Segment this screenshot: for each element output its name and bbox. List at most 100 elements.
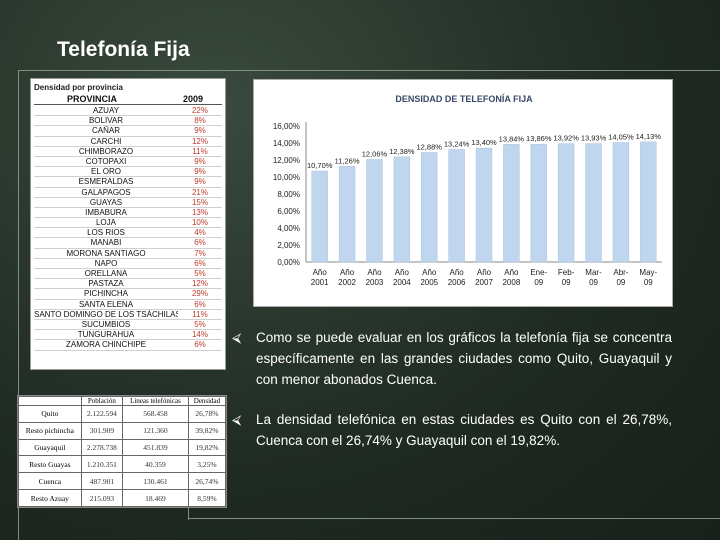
province-density: 6% <box>194 299 206 309</box>
province-row: GUAYAS 15% <box>34 198 222 208</box>
province-name: CARCHI <box>90 136 122 146</box>
province-name: NAPO <box>94 258 118 268</box>
check-arrow-icon: ⮘ <box>232 412 242 427</box>
province-name: BOLIVAR <box>88 116 124 126</box>
province-row: CHIMBORAZO 11% <box>34 147 222 157</box>
bar-value-label: 10,70% <box>307 161 333 170</box>
province-density: 9% <box>194 156 206 166</box>
province-density: 10% <box>191 218 208 228</box>
city-name-cell: Guayaquil <box>18 438 82 457</box>
frame-line-left <box>18 70 19 540</box>
x-tick-label: 2005 <box>420 278 438 287</box>
city-table-row: Resto Azuay 215.093 18.469 8,59% <box>18 489 227 507</box>
telephony-density-chart: DENSIDAD DE TELEFONÍA FIJA 0,00% 2,00% 4,00… <box>253 79 673 307</box>
province-row: MANABI 6% <box>34 238 222 249</box>
city-value-cell: 215.093 <box>80 489 124 507</box>
bar-value-label: 13,86% <box>526 134 552 143</box>
city-value-cell: 121.360 <box>122 421 189 440</box>
province-density: 8% <box>194 116 206 126</box>
bar <box>448 149 465 263</box>
province-row: ZAMORA CHINCHIPE 6% <box>34 340 222 351</box>
bar <box>503 144 520 263</box>
check-arrow-icon: ⮘ <box>232 330 242 345</box>
province-density: 5% <box>194 269 206 278</box>
province-name: PICHINCHA <box>83 289 128 299</box>
province-row: AZUAY 22% <box>34 106 222 117</box>
x-tick-label: May- <box>639 268 657 277</box>
province-column-header: PROVINCIA <box>67 94 118 104</box>
province-density: 5% <box>194 319 206 329</box>
city-value-cell: 130.461 <box>122 472 189 491</box>
city-value-cell: 39,82% <box>187 421 227 440</box>
x-tick-label: 09 <box>589 278 598 287</box>
city-value-cell: 40.359 <box>122 455 189 474</box>
bar <box>366 159 383 263</box>
bar-value-label: 11,26% <box>335 156 360 165</box>
city-table-header-row: Población Lineas telefónicas Densidad <box>18 396 227 406</box>
x-tick-label: Feb- <box>558 268 575 277</box>
province-name: LOS RIOS <box>87 228 125 238</box>
header-divider <box>34 104 222 105</box>
province-row: NAPO 6% <box>34 259 222 269</box>
province-density: 11% <box>192 146 208 156</box>
province-name: AZUAY <box>92 106 120 115</box>
province-density: 21% <box>191 187 208 197</box>
province-density: 14% <box>191 330 208 340</box>
x-tick-label: 09 <box>562 278 571 287</box>
slide-title: Telefonía Fija <box>57 38 190 61</box>
bar <box>585 143 602 263</box>
bar-value-label: 12,06% <box>362 149 388 158</box>
province-density: 12% <box>191 136 208 146</box>
city-table-row: Guayaquil 2.278.738 451.839 19,82% <box>18 438 227 457</box>
province-name: CAÑAR <box>91 126 120 136</box>
bar-value-label: 12,38% <box>389 147 415 156</box>
x-tick-label: Año <box>395 268 410 277</box>
y-tick-label: 2,00% <box>277 241 300 250</box>
province-name: COTOPAXI <box>85 156 127 166</box>
province-row: PICHINCHA 29% <box>34 289 222 300</box>
province-name: PASTAZA <box>88 279 124 289</box>
city-density-table: Población Lineas telefónicas Densidad Quit… <box>17 395 227 508</box>
city-table-row: Resto pichincha 301.909 121.360 39,82% <box>18 421 227 440</box>
x-tick-label: Año <box>367 268 382 277</box>
city-name-cell: Resto pichincha <box>18 421 82 440</box>
province-row: TUNGURAHUA 14% <box>34 330 222 341</box>
city-name-cell: Quito <box>18 405 82 423</box>
province-density: 4% <box>194 228 206 238</box>
province-density: 22% <box>191 106 208 115</box>
province-density: 29% <box>191 289 208 299</box>
province-density: 6% <box>194 340 206 350</box>
x-tick-label: Año <box>422 268 437 277</box>
province-row: LOS RIOS 4% <box>34 228 222 239</box>
city-name-cell: Cuenca <box>18 472 82 491</box>
province-row: PASTAZA 12% <box>34 279 222 290</box>
city-value-cell: 487.901 <box>80 472 124 491</box>
x-tick-label: 2008 <box>502 278 520 287</box>
chart-title: DENSIDAD DE TELEFONÍA FIJA <box>395 94 533 104</box>
province-row: CAÑAR 9% <box>34 126 222 137</box>
city-name-cell: Resto Guayas <box>18 455 82 474</box>
province-name: ESMERALDAS <box>78 177 134 187</box>
bullet-2: ⮘ La densidad telefónica en estas ciudad… <box>232 409 672 451</box>
province-density-table: Densidad por provincia PROVINCIA 2009 AZ… <box>30 78 226 370</box>
y-tick-label: 12,00% <box>273 156 300 165</box>
city-table-row: Resto Guayas 1.210.351 40.359 3,25% <box>18 455 227 474</box>
city-table-header-cell: Densidad <box>187 396 227 406</box>
province-row: SUCUMBIOS 5% <box>34 319 222 331</box>
province-row: SANTO DOMINGO DE LOS TSÁCHILAS 11% <box>34 310 222 320</box>
y-tick-label: 8,00% <box>277 190 300 199</box>
province-name: TUNGURAHUA <box>77 330 135 340</box>
x-tick-label: 2004 <box>393 278 411 287</box>
city-value-cell: 8,59% <box>187 489 227 507</box>
province-density: 15% <box>191 197 208 207</box>
province-row: EL ORO 9% <box>34 167 222 178</box>
x-tick-label: 2006 <box>448 278 466 287</box>
y-tick-label: 0,00% <box>277 258 300 267</box>
province-row: ESMERALDAS 9% <box>34 177 222 188</box>
bar <box>393 156 411 263</box>
city-value-cell: 1.210.351 <box>80 455 124 474</box>
province-name: GUAYAS <box>89 197 123 207</box>
province-row: ORELLANA 5% <box>34 269 222 280</box>
province-name: CHIMBORAZO <box>78 146 134 156</box>
y-tick-label: 4,00% <box>277 224 300 233</box>
